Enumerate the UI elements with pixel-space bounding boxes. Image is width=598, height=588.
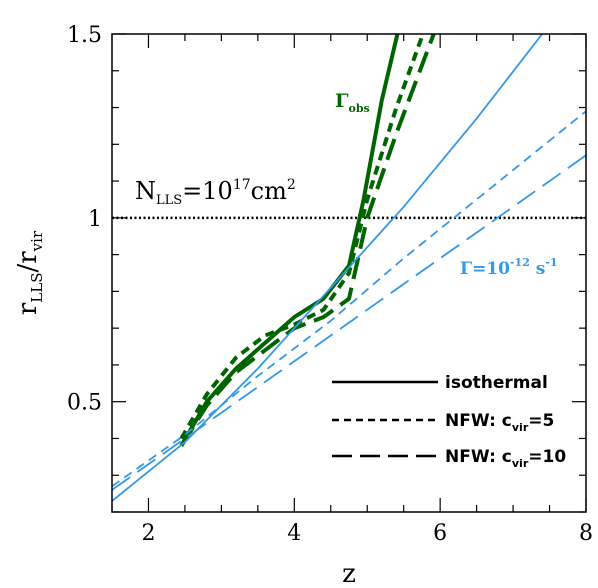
tick-labels: 2 4 6 8 0.5 1 1.5 (67, 23, 593, 546)
annotation-gamma-obs: Γobs (335, 90, 370, 115)
y-axis-title: rLLS/rvir (13, 230, 46, 315)
legend: isothermal NFW: cvir=5 NFW: cvir=10 (332, 373, 566, 470)
annotation-gamma-uv: Γ=10-12 s-1 (460, 256, 558, 279)
series-line-gamma-obs-short-dash (179, 34, 426, 440)
x-axis-title: z (342, 559, 356, 588)
y-tick-label: 1 (88, 207, 102, 232)
series-line-gamma-uv-long-dash (112, 154, 586, 491)
series-line-gamma-uv-solid (112, 34, 543, 502)
legend-label-nfw-c5: NFW: cvir=5 (445, 411, 554, 434)
series-line-gamma-obs-solid (179, 34, 400, 447)
y-tick-label: 0.5 (67, 391, 102, 416)
annotation-nlls: NLLS=1017cm2 (135, 177, 296, 208)
plot-area (112, 34, 586, 502)
x-tick-label: 6 (433, 521, 447, 546)
axis-ticks (111, 33, 587, 513)
plot-frame (111, 33, 587, 513)
series-line-gamma-uv-short-dash (112, 110, 586, 488)
legend-label-nfw-c10: NFW: cvir=10 (445, 447, 566, 470)
legend-label-isothermal: isothermal (445, 373, 548, 393)
series-line-gamma-obs-long-dash (179, 34, 436, 447)
y-tick-label: 1.5 (67, 23, 102, 48)
x-tick-label: 4 (287, 521, 301, 546)
x-tick-label: 8 (579, 521, 593, 546)
x-tick-label: 2 (141, 521, 155, 546)
